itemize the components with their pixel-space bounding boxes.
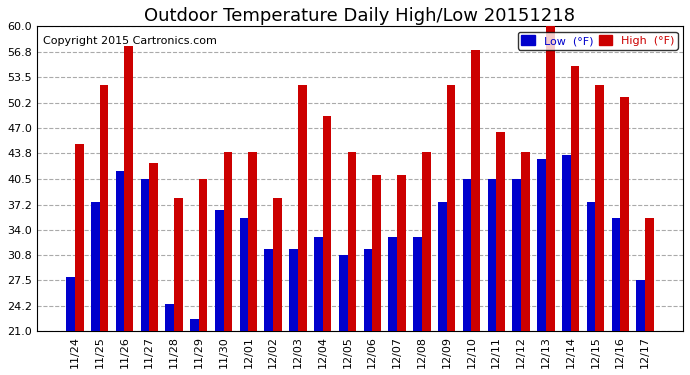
Bar [546, 27, 555, 331]
Title: Outdoor Temperature Daily High/Low 20151218: Outdoor Temperature Daily High/Low 20151… [144, 7, 575, 25]
Text: Copyright 2015 Cartronics.com: Copyright 2015 Cartronics.com [43, 36, 217, 46]
Bar [239, 218, 248, 331]
Bar [248, 152, 257, 331]
Bar [595, 85, 604, 331]
Bar [538, 159, 546, 331]
Bar [75, 144, 83, 331]
Bar [496, 132, 505, 331]
Bar [149, 163, 158, 331]
Bar [397, 175, 406, 331]
Bar [471, 50, 480, 331]
Bar [215, 210, 224, 331]
Bar [413, 237, 422, 331]
Bar [99, 85, 108, 331]
Bar [323, 116, 331, 331]
Bar [289, 249, 298, 331]
Bar [636, 280, 645, 331]
Bar [488, 179, 496, 331]
Bar [611, 218, 620, 331]
Bar [388, 237, 397, 331]
Bar [463, 179, 471, 331]
Bar [339, 255, 348, 331]
Bar [446, 85, 455, 331]
Bar [264, 249, 273, 331]
Bar [224, 152, 233, 331]
Bar [273, 198, 282, 331]
Bar [66, 276, 75, 331]
Bar [620, 97, 629, 331]
Bar [91, 202, 99, 331]
Bar [513, 179, 521, 331]
Bar [199, 179, 208, 331]
Bar [521, 152, 530, 331]
Bar [166, 304, 174, 331]
Bar [438, 202, 446, 331]
Bar [174, 198, 183, 331]
Legend: Low  (°F), High  (°F): Low (°F), High (°F) [518, 32, 678, 50]
Bar [364, 249, 373, 331]
Bar [116, 171, 124, 331]
Bar [571, 66, 580, 331]
Bar [141, 179, 149, 331]
Bar [586, 202, 595, 331]
Bar [124, 46, 133, 331]
Bar [314, 237, 323, 331]
Bar [422, 152, 431, 331]
Bar [373, 175, 381, 331]
Bar [298, 85, 306, 331]
Bar [190, 320, 199, 331]
Bar [348, 152, 356, 331]
Bar [645, 218, 653, 331]
Bar [562, 155, 571, 331]
